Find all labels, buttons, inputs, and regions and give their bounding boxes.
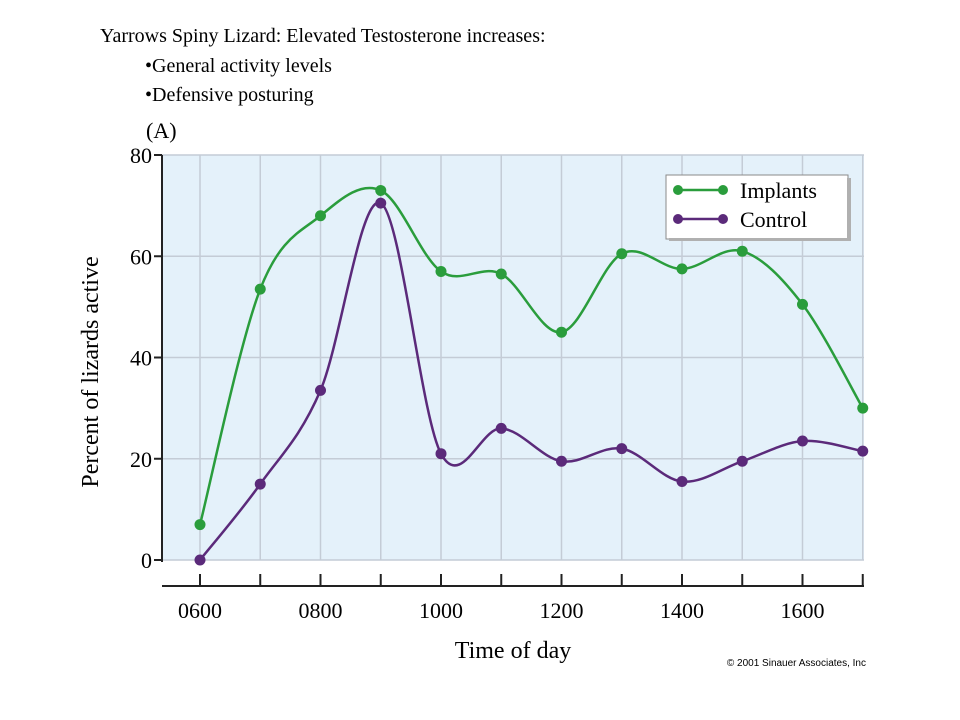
slide-heading: Yarrows Spiny Lizard: Elevated Testoster…: [100, 25, 546, 47]
series-layer: [194, 184, 869, 566]
data-point-implants: [194, 519, 206, 531]
data-point-implants: [736, 245, 748, 257]
data-point-control: [556, 455, 567, 467]
data-point-control: [375, 197, 387, 209]
legend-marker-control: [673, 214, 683, 224]
data-point-implants: [254, 283, 266, 295]
data-point-control: [254, 478, 266, 490]
legend-label-implants: Implants: [740, 178, 817, 203]
x-tick-label: 1400: [660, 598, 704, 623]
bullet-general-activity: •General activity levels: [145, 55, 332, 77]
legend-box: [665, 174, 849, 240]
copyright-notice: © 2001 Sinauer Associates, Inc: [727, 658, 866, 669]
data-point-implants: [315, 210, 326, 222]
data-point-control: [736, 455, 748, 467]
legend-marker-implants: [673, 185, 683, 195]
legend-marker-control: [718, 214, 728, 224]
data-point-implants: [435, 265, 447, 277]
data-point-control: [194, 554, 206, 566]
data-point-control: [797, 435, 808, 447]
series-line-control: [199, 201, 863, 561]
y-axis-ticks: 0 20 40 60 80: [130, 143, 162, 573]
data-point-implants: [375, 184, 387, 196]
bullet-defensive-posturing: •Defensive posturing: [145, 84, 314, 106]
x-tick-label: 1600: [781, 598, 825, 623]
data-point-control: [435, 448, 447, 460]
y-tick-label: 0: [141, 548, 152, 573]
y-tick-label: 20: [130, 447, 152, 472]
legend: Implants Control: [665, 174, 851, 241]
x-axis-title: Time of day: [455, 638, 571, 664]
data-point-control: [676, 476, 688, 488]
data-point-implants: [676, 263, 688, 275]
legend-label-control: Control: [740, 207, 807, 232]
data-point-implants: [556, 326, 567, 338]
data-point-control: [315, 384, 326, 396]
x-tick-label: 0600: [178, 598, 222, 623]
panel-label: (A): [146, 118, 177, 143]
x-tick-label: 1200: [540, 598, 584, 623]
y-tick-label: 60: [130, 244, 152, 269]
y-axis-title: Percent of lizards active: [78, 256, 104, 487]
x-tick-label: 1000: [419, 598, 463, 623]
data-point-implants: [495, 268, 507, 280]
data-point-implants: [857, 402, 869, 414]
legend-marker-implants: [718, 185, 728, 195]
series-line-implants: [198, 186, 864, 525]
legend-shadow-bottom: [669, 238, 851, 241]
legend-shadow-right: [847, 178, 851, 241]
data-point-control: [857, 445, 869, 457]
data-point-implants: [616, 248, 628, 260]
x-axis-ticks: 0600 0800 1000 1200 1400 1600: [178, 574, 864, 623]
y-tick-label: 80: [130, 143, 152, 168]
x-tick-label: 0800: [299, 598, 343, 623]
data-point-implants: [797, 298, 808, 310]
data-point-control: [495, 422, 507, 434]
data-point-control: [616, 443, 628, 455]
y-tick-label: 40: [130, 346, 152, 371]
